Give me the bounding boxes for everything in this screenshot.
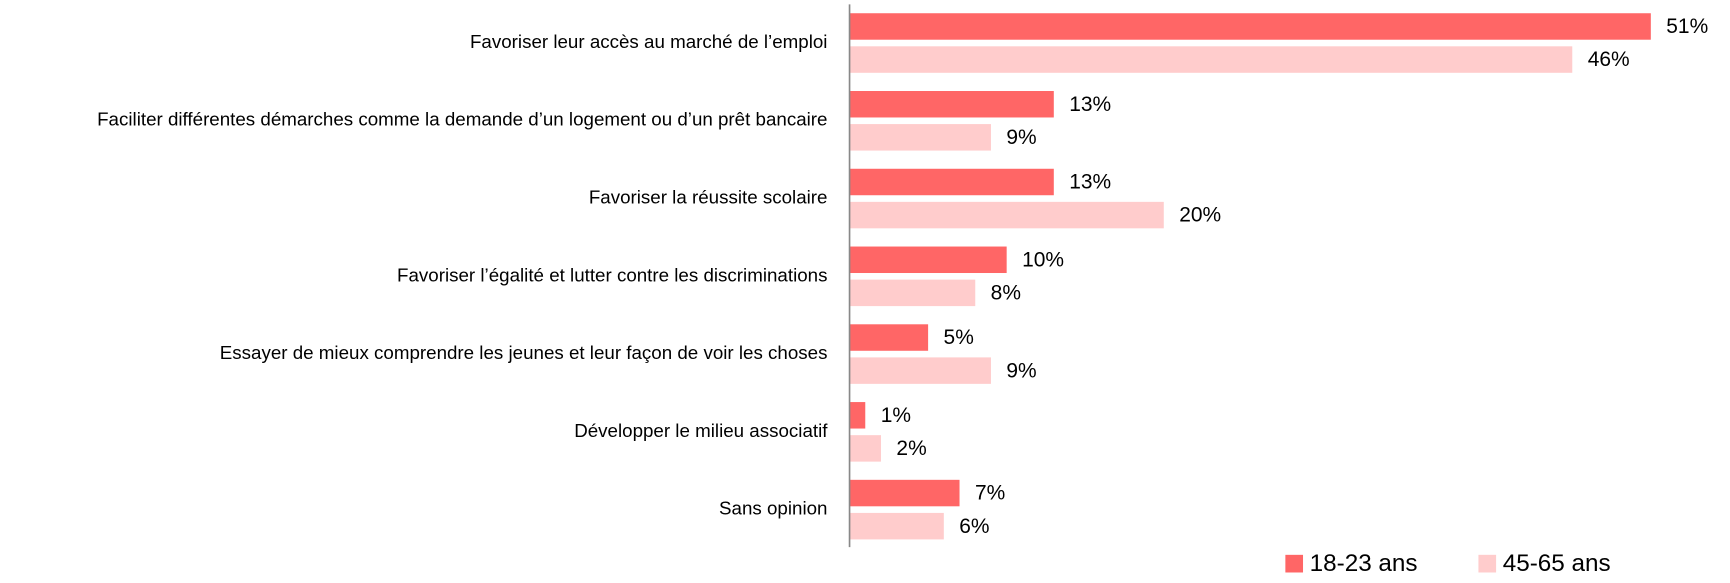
bar [849, 246, 1007, 274]
bar [849, 279, 976, 307]
bar [849, 13, 1651, 40]
value-label: 1% [881, 404, 911, 427]
category-label: Favoriser leur accès au marché de l’empl… [470, 31, 827, 52]
bar [849, 435, 881, 462]
legend-label: 18-23 ans [1310, 550, 1418, 577]
bar [849, 46, 1573, 73]
bar [849, 91, 1054, 118]
legend-swatch [1478, 554, 1497, 573]
value-label: 13% [1069, 171, 1111, 194]
bar [849, 357, 991, 384]
bar [849, 201, 1164, 229]
legend-swatch [1285, 554, 1304, 573]
value-label: 9% [1006, 359, 1036, 382]
value-label: 2% [896, 437, 926, 460]
category-label: Favoriser l’égalité et lutter contre les… [397, 264, 827, 285]
value-label: 20% [1179, 204, 1221, 227]
bar [849, 124, 991, 151]
value-label: 13% [1069, 93, 1111, 116]
bar [849, 479, 960, 507]
legend-label: 45-65 ans [1503, 550, 1611, 577]
bar [849, 168, 1054, 196]
bar [849, 324, 929, 351]
bar [849, 512, 944, 540]
category-label: Favoriser la réussite scolaire [589, 187, 828, 208]
category-label: Essayer de mieux comprendre les jeunes e… [220, 342, 828, 363]
bar [849, 402, 866, 429]
value-label: 46% [1588, 48, 1630, 71]
value-label: 7% [975, 482, 1005, 505]
category-label: Sans opinion [719, 498, 827, 519]
value-label: 9% [1006, 126, 1036, 149]
value-label: 51% [1666, 15, 1708, 38]
value-label: 6% [959, 515, 989, 538]
value-label: 8% [991, 281, 1021, 304]
value-label: 10% [1022, 248, 1064, 271]
category-label: Faciliter différentes démarches comme la… [97, 109, 827, 130]
value-label: 5% [944, 326, 974, 349]
category-label: Développer le milieu associatif [574, 420, 828, 441]
